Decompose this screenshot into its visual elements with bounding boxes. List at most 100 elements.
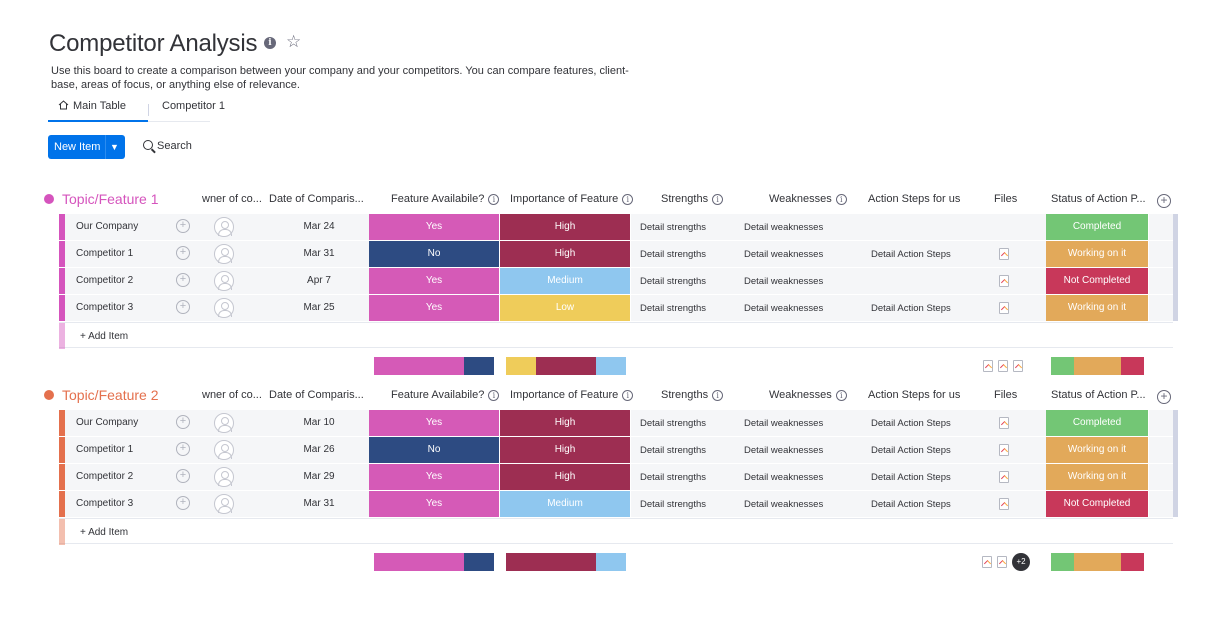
add-update-icon[interactable]: +	[176, 219, 190, 233]
importance-cell[interactable]: High	[500, 464, 631, 490]
file-icon[interactable]	[982, 556, 992, 568]
feature-cell[interactable]: Yes	[369, 410, 500, 436]
file-icon[interactable]	[999, 248, 1009, 260]
weaknesses-cell[interactable]: Detail weaknesses	[744, 249, 824, 260]
feature-cell[interactable]: Yes	[369, 491, 500, 517]
feature-cell[interactable]: No	[369, 437, 500, 463]
column-header-status[interactable]: Status of Action P...	[1051, 389, 1146, 401]
group-collapse-icon[interactable]	[44, 194, 54, 204]
new-item-button[interactable]: New Item ▼	[48, 135, 125, 159]
column-header-files[interactable]: Files	[994, 389, 1017, 401]
owner-avatar[interactable]	[214, 271, 234, 291]
date-cell[interactable]: Mar 31	[303, 248, 335, 259]
column-header-strengths[interactable]: Strengths i	[661, 193, 724, 205]
info-icon[interactable]: i	[622, 390, 634, 401]
date-cell[interactable]: Mar 10	[303, 417, 335, 428]
status-summary-segment[interactable]	[1051, 553, 1074, 571]
file-icon[interactable]	[999, 417, 1009, 429]
item-name[interactable]: Competitor 3	[76, 498, 134, 509]
action-steps-cell[interactable]: Detail Action Steps	[871, 445, 951, 456]
feature-summary-segment[interactable]	[374, 553, 464, 571]
file-icon[interactable]	[999, 302, 1009, 314]
importance-summary-segment[interactable]	[596, 357, 626, 375]
status-cell[interactable]: Working on it	[1046, 437, 1149, 463]
item-name[interactable]: Competitor 2	[76, 471, 134, 482]
info-icon[interactable]: i	[835, 194, 847, 205]
add-item-label[interactable]: + Add Item	[80, 527, 129, 538]
column-header-files[interactable]: Files	[994, 193, 1017, 205]
add-item-row[interactable]: + Add Item	[59, 322, 1173, 349]
strengths-cell[interactable]: Detail strengths	[640, 499, 707, 510]
file-icon[interactable]	[999, 498, 1009, 510]
status-cell[interactable]: Working on it	[1046, 241, 1149, 267]
column-header-actions[interactable]: Action Steps for us	[868, 193, 960, 205]
info-icon[interactable]: i	[264, 37, 276, 49]
strengths-cell[interactable]: Detail strengths	[640, 276, 707, 287]
add-item-row[interactable]: + Add Item	[59, 518, 1173, 545]
file-icon[interactable]	[998, 360, 1008, 372]
owner-avatar[interactable]	[214, 217, 234, 237]
feature-cell[interactable]: Yes	[369, 295, 500, 321]
strengths-cell[interactable]: Detail strengths	[640, 418, 707, 429]
status-summary-segment[interactable]	[1074, 553, 1121, 571]
owner-avatar[interactable]	[214, 494, 234, 514]
tab-competitor-1[interactable]: Competitor 1	[162, 100, 225, 112]
column-header-weaknesses[interactable]: Weaknesses i	[769, 389, 847, 401]
column-header-date[interactable]: Date of Comparis...	[269, 193, 364, 205]
info-icon[interactable]: i	[488, 194, 500, 205]
importance-cell[interactable]: Medium	[500, 268, 631, 294]
info-icon[interactable]: i	[622, 194, 634, 205]
tab-main-table[interactable]: Main Table	[48, 100, 148, 122]
importance-cell[interactable]: High	[500, 214, 631, 240]
owner-avatar[interactable]	[214, 440, 234, 460]
date-cell[interactable]: Apr 7	[307, 275, 331, 286]
importance-summary-segment[interactable]	[506, 357, 536, 375]
feature-cell[interactable]: No	[369, 241, 500, 267]
column-header-date[interactable]: Date of Comparis...	[269, 389, 364, 401]
file-icon[interactable]	[1013, 360, 1023, 372]
add-column-icon[interactable]: +	[1157, 194, 1171, 208]
weaknesses-cell[interactable]: Detail weaknesses	[744, 303, 824, 314]
status-cell[interactable]: Working on it	[1046, 295, 1149, 321]
add-update-icon[interactable]: +	[176, 442, 190, 456]
column-header-feature[interactable]: Feature Availabile? i	[391, 193, 500, 205]
search-button[interactable]: Search	[143, 140, 192, 152]
item-name[interactable]: Competitor 2	[76, 275, 134, 286]
feature-cell[interactable]: Yes	[369, 268, 500, 294]
date-cell[interactable]: Mar 24	[303, 221, 335, 232]
feature-cell[interactable]: Yes	[369, 464, 500, 490]
weaknesses-cell[interactable]: Detail weaknesses	[744, 472, 824, 483]
importance-cell[interactable]: High	[500, 241, 631, 267]
action-steps-cell[interactable]: Detail Action Steps	[871, 303, 951, 314]
chevron-down-icon[interactable]: ▼	[110, 142, 119, 152]
table-row[interactable]: Competitor 3 + Mar 31 Yes Medium Detail stren…	[59, 491, 1173, 517]
add-item-label[interactable]: + Add Item	[80, 331, 129, 342]
weaknesses-cell[interactable]: Detail weaknesses	[744, 499, 824, 510]
column-header-owner[interactable]: wner of co...	[202, 193, 262, 205]
table-row[interactable]: Our Company + Mar 10 Yes High Detail strength…	[59, 410, 1173, 436]
importance-cell[interactable]: High	[500, 437, 631, 463]
importance-cell[interactable]: High	[500, 410, 631, 436]
table-row[interactable]: Competitor 2 + Mar 29 Yes High Detail strengt…	[59, 464, 1173, 490]
scrollbar[interactable]	[1173, 214, 1178, 321]
owner-avatar[interactable]	[214, 467, 234, 487]
owner-avatar[interactable]	[214, 298, 234, 318]
item-name[interactable]: Our Company	[76, 417, 139, 428]
column-header-importance[interactable]: Importance of Feature i	[510, 193, 634, 205]
item-name[interactable]: Competitor 3	[76, 302, 134, 313]
feature-summary-segment[interactable]	[464, 357, 494, 375]
importance-summary-segment[interactable]	[536, 357, 596, 375]
owner-avatar[interactable]	[214, 244, 234, 264]
status-cell[interactable]: Completed	[1046, 410, 1149, 436]
file-icon[interactable]	[999, 471, 1009, 483]
feature-summary-segment[interactable]	[464, 553, 494, 571]
strengths-cell[interactable]: Detail strengths	[640, 303, 707, 314]
info-icon[interactable]: i	[488, 390, 500, 401]
add-update-icon[interactable]: +	[176, 300, 190, 314]
file-icon[interactable]	[983, 360, 993, 372]
file-icon[interactable]	[997, 556, 1007, 568]
weaknesses-cell[interactable]: Detail weaknesses	[744, 276, 824, 287]
owner-avatar[interactable]	[214, 413, 234, 433]
strengths-cell[interactable]: Detail strengths	[640, 249, 707, 260]
table-row[interactable]: Competitor 2 + Apr 7 Yes Medium Detail streng…	[59, 268, 1173, 294]
